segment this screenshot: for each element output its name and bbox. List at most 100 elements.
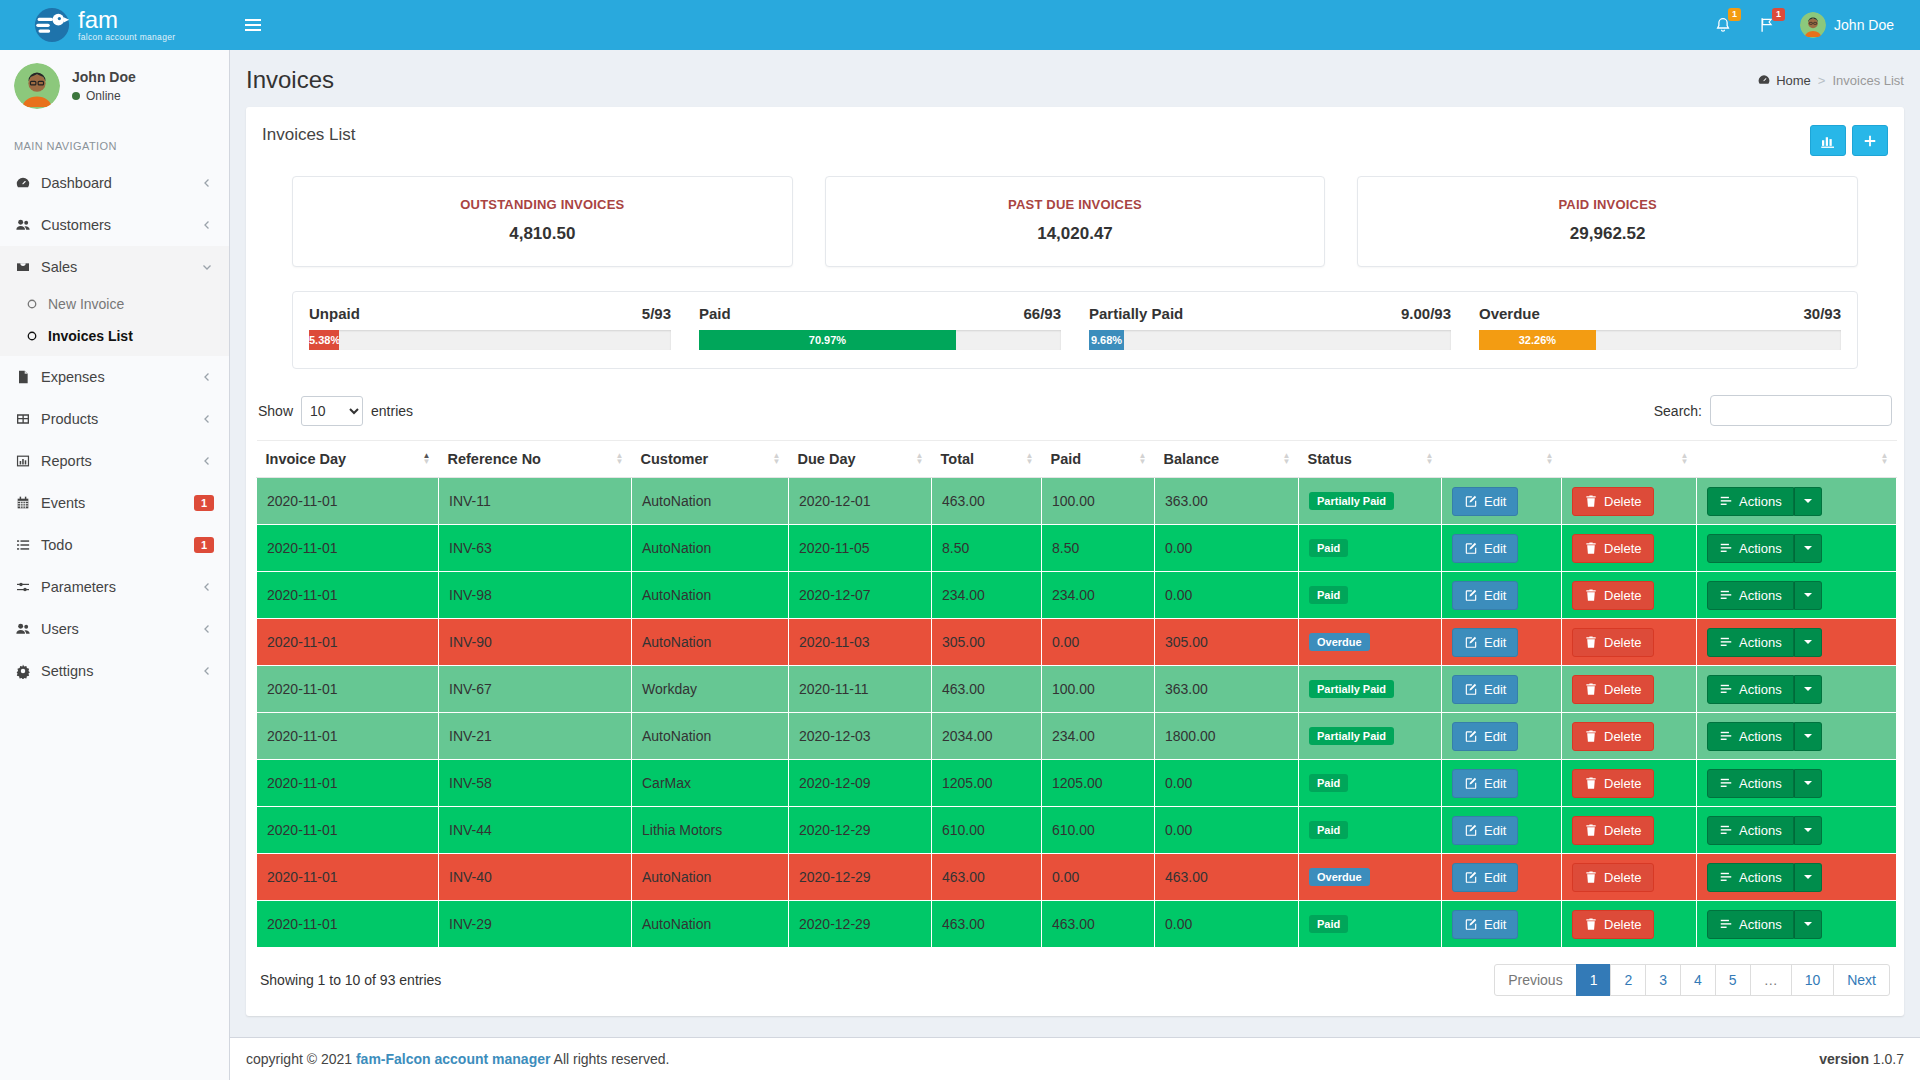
edit-button[interactable]: Edit (1452, 628, 1518, 657)
status-badge: Paid (1309, 774, 1348, 792)
actions-dropdown-toggle[interactable] (1794, 534, 1822, 563)
add-invoice-button[interactable] (1852, 125, 1888, 156)
actions-button[interactable]: Actions (1707, 581, 1794, 610)
column-header-customer[interactable]: Customer▲▼ (632, 441, 789, 478)
delete-button[interactable]: Delete (1572, 628, 1654, 657)
cell-edit: Edit (1442, 760, 1562, 807)
actions-dropdown-toggle[interactable] (1794, 487, 1822, 516)
edit-button[interactable]: Edit (1452, 675, 1518, 704)
caret-down-icon (1804, 640, 1812, 644)
user-menu[interactable]: John Doe (1792, 8, 1902, 42)
actions-dropdown-toggle[interactable] (1794, 816, 1822, 845)
actions-button[interactable]: Actions (1707, 534, 1794, 563)
actions-dropdown-toggle[interactable] (1794, 910, 1822, 939)
delete-button[interactable]: Delete (1572, 722, 1654, 751)
sidebar-item-reports[interactable]: Reports (0, 440, 229, 482)
cell-due-day: 2020-11-05 (789, 525, 932, 572)
sidebar-item-new-invoice[interactable]: New Invoice (0, 288, 229, 320)
pagination-link[interactable]: 3 (1645, 964, 1681, 996)
delete-button[interactable]: Delete (1572, 675, 1654, 704)
actions-button[interactable]: Actions (1707, 816, 1794, 845)
caret-down-icon (1804, 922, 1812, 926)
sidebar-item-products[interactable]: Products (0, 398, 229, 440)
pagination-link[interactable]: Next (1833, 964, 1890, 996)
pagination-item: 1 (1577, 964, 1612, 996)
sidebar-item-parameters[interactable]: Parameters (0, 566, 229, 608)
delete-button[interactable]: Delete (1572, 581, 1654, 610)
actions-button[interactable]: Actions (1707, 628, 1794, 657)
edit-button[interactable]: Edit (1452, 863, 1518, 892)
pagination-link[interactable]: 4 (1680, 964, 1716, 996)
progress-overdue: Overdue30/93 32.26% (1479, 305, 1841, 350)
pagination-link[interactable]: Previous (1494, 964, 1576, 996)
column-header-balance[interactable]: Balance▲▼ (1155, 441, 1299, 478)
delete-button[interactable]: Delete (1572, 910, 1654, 939)
sidebar-item-sales[interactable]: Sales (0, 246, 229, 288)
edit-button[interactable]: Edit (1452, 581, 1518, 610)
flags-button[interactable]: 1 (1748, 10, 1786, 40)
edit-button[interactable]: Edit (1452, 910, 1518, 939)
actions-dropdown-toggle[interactable] (1794, 628, 1822, 657)
delete-button[interactable]: Delete (1572, 487, 1654, 516)
breadcrumb-home-link[interactable]: Home (1757, 73, 1811, 88)
column-header-actions[interactable]: ▲▼ (1697, 441, 1897, 478)
pagination-link[interactable]: 2 (1610, 964, 1646, 996)
pagination-link[interactable]: 5 (1715, 964, 1751, 996)
actions-dropdown-toggle[interactable] (1794, 722, 1822, 751)
sidebar-item-users[interactable]: Users (0, 608, 229, 650)
column-header-total[interactable]: Total▲▼ (932, 441, 1042, 478)
column-header-delete[interactable]: ▲▼ (1562, 441, 1697, 478)
actions-dropdown-toggle[interactable] (1794, 769, 1822, 798)
actions-dropdown-toggle[interactable] (1794, 581, 1822, 610)
sidebar-item-events[interactable]: Events 1 (0, 482, 229, 524)
chart-view-button[interactable] (1810, 125, 1846, 156)
table-row: 2020-11-01 INV-40 AutoNation 2020-12-29 … (257, 854, 1897, 901)
pagination-item: … (1751, 964, 1792, 996)
pagination-link[interactable]: 10 (1791, 964, 1835, 996)
sidebar-item-todo[interactable]: Todo 1 (0, 524, 229, 566)
column-header-due-day[interactable]: Due Day▲▼ (789, 441, 932, 478)
pagination-link[interactable]: 1 (1576, 964, 1612, 996)
edit-button[interactable]: Edit (1452, 722, 1518, 751)
column-header-reference-no[interactable]: Reference No▲▼ (439, 441, 632, 478)
column-header-edit[interactable]: ▲▼ (1442, 441, 1562, 478)
sidebar-item-dashboard[interactable]: Dashboard (0, 162, 229, 204)
notifications-button[interactable]: 1 (1704, 10, 1742, 40)
actions-button[interactable]: Actions (1707, 487, 1794, 516)
actions-dropdown-toggle[interactable] (1794, 675, 1822, 704)
edit-button[interactable]: Edit (1452, 487, 1518, 516)
actions-button[interactable]: Actions (1707, 769, 1794, 798)
page-size-select[interactable]: 10 (301, 396, 363, 426)
sidebar-item-settings[interactable]: Settigns (0, 650, 229, 692)
column-header-invoice-day[interactable]: Invoice Day▲▼ (257, 441, 439, 478)
actions-button[interactable]: Actions (1707, 910, 1794, 939)
actions-button[interactable]: Actions (1707, 675, 1794, 704)
footer-app-link[interactable]: fam-Falcon account manager (356, 1051, 551, 1067)
actions-button[interactable]: Actions (1707, 863, 1794, 892)
pagination-link[interactable]: … (1750, 964, 1792, 996)
sidebar-item-expenses[interactable]: Expenses (0, 356, 229, 398)
tasks-icon (1719, 870, 1733, 884)
delete-button[interactable]: Delete (1572, 816, 1654, 845)
chevron-left-icon (200, 176, 214, 190)
column-header-status[interactable]: Status▲▼ (1299, 441, 1442, 478)
sales-submenu: New Invoice Invoices List (0, 288, 229, 356)
status-badge: Partially Paid (1309, 492, 1394, 510)
actions-dropdown-toggle[interactable] (1794, 863, 1822, 892)
actions-button[interactable]: Actions (1707, 722, 1794, 751)
delete-button[interactable]: Delete (1572, 863, 1654, 892)
edit-button[interactable]: Edit (1452, 534, 1518, 563)
search-input[interactable] (1710, 395, 1892, 426)
delete-button[interactable]: Delete (1572, 534, 1654, 563)
circle-icon (26, 330, 38, 342)
app-logo[interactable]: fam falcon account manager (0, 0, 230, 50)
sidebar-toggle-button[interactable] (230, 0, 276, 50)
column-header-paid[interactable]: Paid▲▼ (1042, 441, 1155, 478)
edit-button[interactable]: Edit (1452, 769, 1518, 798)
sidebar-item-customers[interactable]: Customers (0, 204, 229, 246)
cell-invoice-day: 2020-11-01 (257, 713, 439, 760)
sidebar-item-invoices-list[interactable]: Invoices List (0, 320, 229, 352)
delete-button[interactable]: Delete (1572, 769, 1654, 798)
edit-icon (1464, 823, 1478, 837)
edit-button[interactable]: Edit (1452, 816, 1518, 845)
